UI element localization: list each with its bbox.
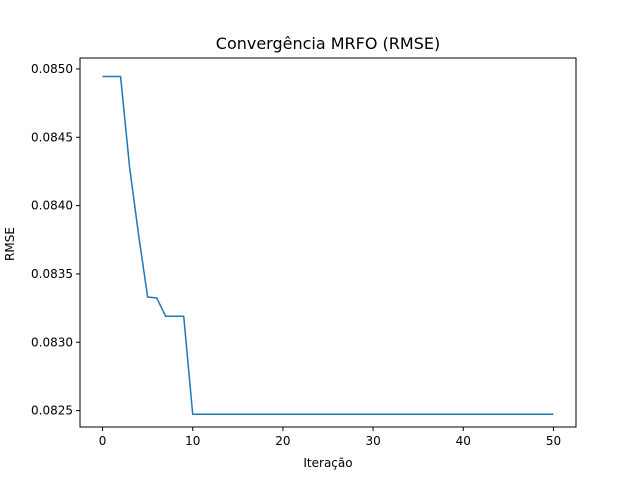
y-tick-label: 0.0825 (31, 404, 73, 418)
series-line (102, 75, 554, 416)
y-tick-label: 0.0830 (31, 335, 73, 349)
x-axis-label: Iteração (303, 456, 352, 470)
y-axis-label: RMSE (3, 227, 17, 261)
y-tick-label: 0.0835 (31, 267, 73, 281)
chart-title: Convergência MRFO (RMSE) (216, 34, 440, 53)
x-tick-label: 40 (456, 434, 471, 448)
x-tick-label: 0 (99, 434, 107, 448)
x-tick-label: 30 (365, 434, 380, 448)
x-tick-label: 20 (275, 434, 290, 448)
y-tick-label: 0.0845 (31, 130, 73, 144)
plot-area: 0 10 20 30 40 50 0.0825 0.0830 0.0835 0.0840 0.084… (31, 62, 561, 448)
y-tick-label: 0.0850 (31, 62, 73, 76)
x-tick-label: 50 (546, 434, 561, 448)
x-tick-label: 10 (185, 434, 200, 448)
axes-frame (79, 57, 577, 428)
y-tick-label: 0.0840 (31, 199, 73, 213)
